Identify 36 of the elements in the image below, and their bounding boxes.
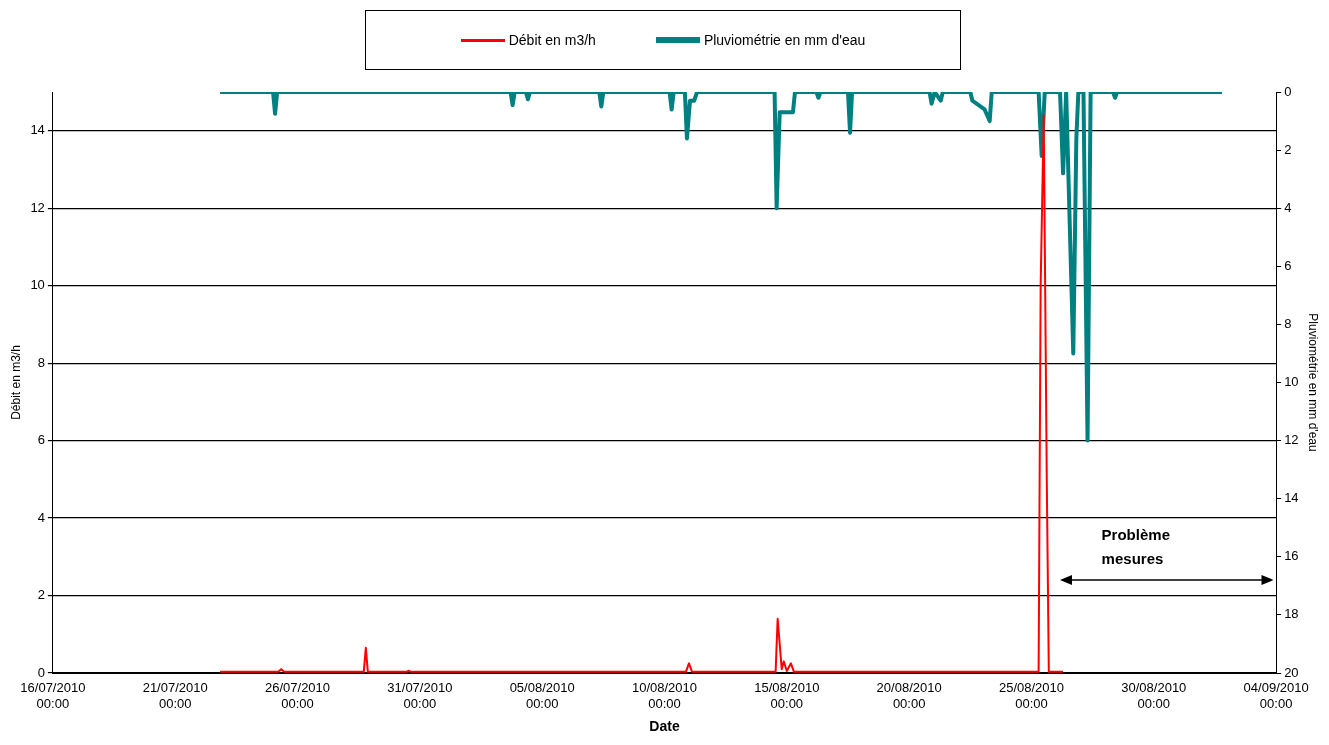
x-tick-label: 30/08/2010 00:00 xyxy=(1121,680,1187,711)
x-tick-label: 16/07/2010 00:00 xyxy=(20,680,86,711)
x-tick-label: 31/07/2010 00:00 xyxy=(387,680,453,711)
y2-tick-label: 0 xyxy=(1284,83,1292,99)
y2-tick-label: 2 xyxy=(1284,141,1292,157)
x-tick-label: 04/09/2010 00:00 xyxy=(1243,680,1309,711)
y2-tick-label: 6 xyxy=(1284,257,1292,273)
y2-axis-title: Pluviométrie en mm d'eau xyxy=(1306,313,1321,452)
y-tick-label: 8 xyxy=(37,354,45,370)
y-tick-label: 6 xyxy=(37,432,45,448)
y-tick-label: 12 xyxy=(30,199,45,215)
y-axis-title: Débit en m3/h xyxy=(8,345,23,420)
x-tick-label: 21/07/2010 00:00 xyxy=(142,680,208,711)
x-tick-label: 15/08/2010 00:00 xyxy=(754,680,820,711)
y2-tick-label: 14 xyxy=(1284,490,1299,506)
y2-tick-label: 16 xyxy=(1284,548,1299,564)
y-tick-label: 2 xyxy=(37,587,45,603)
y-tick-label: 10 xyxy=(30,277,45,293)
y2-tick-label: 20 xyxy=(1284,664,1299,680)
x-tick-label: 10/08/2010 00:00 xyxy=(631,680,698,711)
legend-label: Débit en m3/h xyxy=(508,32,596,48)
x-tick-label: 05/08/2010 00:00 xyxy=(509,680,575,711)
y2-tick-label: 18 xyxy=(1284,606,1299,622)
x-tick-label: 20/08/2010 00:00 xyxy=(876,680,942,711)
x-tick-label: 26/07/2010 00:00 xyxy=(264,680,331,711)
x-axis-title: Date xyxy=(649,718,680,735)
y-tick-label: 14 xyxy=(30,122,45,138)
annotation: Problème mesures xyxy=(1101,526,1170,568)
y2-tick-label: 10 xyxy=(1284,374,1299,390)
y-tick-label: 4 xyxy=(37,509,45,525)
y-tick-label: 0 xyxy=(37,664,45,680)
legend-label: Pluviométrie en mm d'eau xyxy=(703,32,866,48)
y2-tick-label: 8 xyxy=(1284,315,1292,331)
y2-tick-label: 4 xyxy=(1284,199,1292,215)
x-tick-label: 25/08/2010 00:00 xyxy=(998,680,1065,711)
y2-tick-label: 12 xyxy=(1284,432,1299,448)
